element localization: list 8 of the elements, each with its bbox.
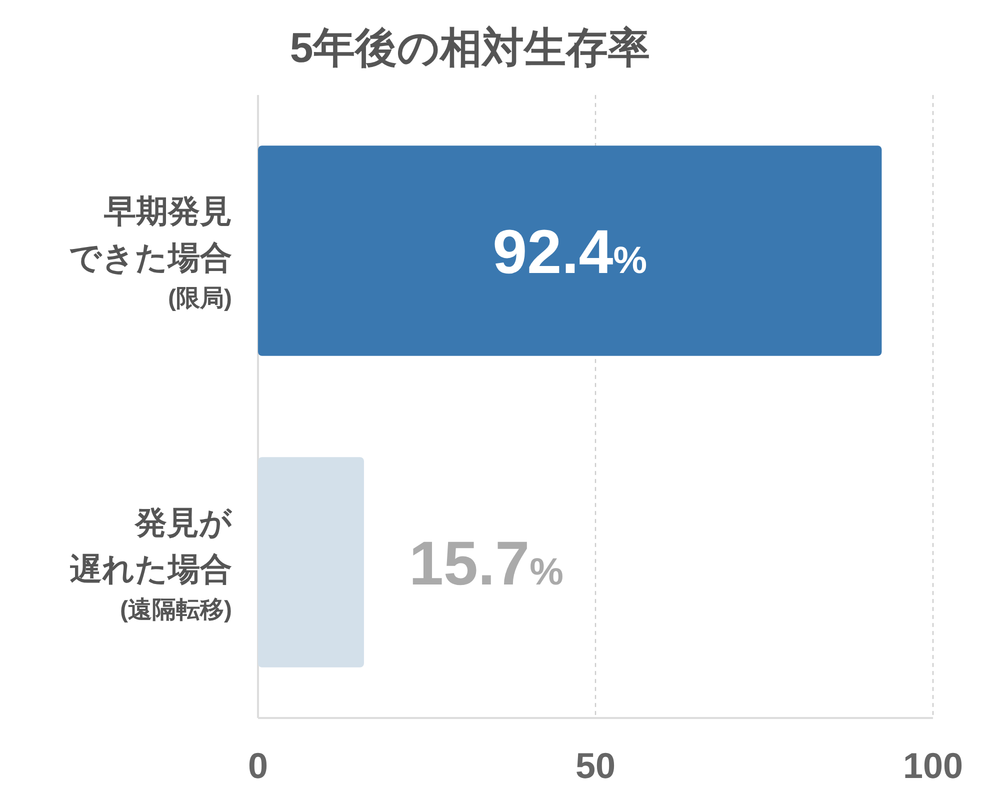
y-tick-label: 発見が遅れた場合(遠隔転移)	[69, 504, 233, 624]
x-tick-label: 50	[575, 745, 616, 786]
data-label: 92.4%	[492, 218, 648, 287]
chart-title: 5年後の相対生存率	[290, 24, 650, 71]
y-tick-label: 早期発見できた場合(限局)	[69, 193, 232, 312]
data-label: 15.7%	[408, 529, 564, 598]
x-tick-label: 0	[248, 745, 268, 786]
x-tick-label: 100	[902, 745, 964, 786]
